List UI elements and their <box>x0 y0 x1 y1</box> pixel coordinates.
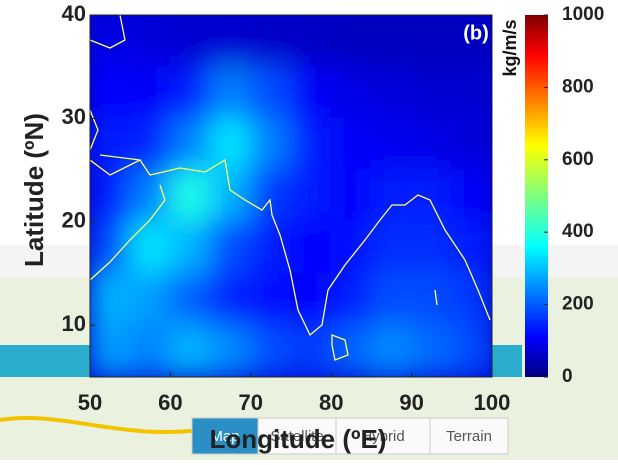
cell <box>411 117 453 171</box>
cell <box>129 117 171 171</box>
cell <box>129 273 171 327</box>
cell <box>129 66 171 120</box>
colorbar-tick-label: 400 <box>562 221 594 242</box>
cell <box>250 117 292 171</box>
cell <box>451 117 493 171</box>
cell <box>169 324 211 378</box>
panel-label: (b) <box>463 22 489 44</box>
cell <box>250 221 292 275</box>
cell <box>169 117 211 171</box>
cell <box>411 324 453 378</box>
y-tick-label: 30 <box>62 104 86 129</box>
cell <box>250 14 292 68</box>
colorbar-tick-label: 200 <box>562 294 594 315</box>
map-type-label: Terrain <box>446 428 492 445</box>
x-tick-label: 50 <box>78 390 102 415</box>
cell <box>330 221 372 275</box>
cell <box>411 273 453 327</box>
cell <box>129 169 171 223</box>
cell <box>370 66 412 120</box>
cell <box>290 66 332 120</box>
cell <box>169 273 211 327</box>
colorbar <box>525 15 548 377</box>
x-tick-label: 90 <box>399 390 423 415</box>
y-tick-label: 10 <box>62 311 86 336</box>
figure: MapSatelliteHybridTerrain (b) Latitude (… <box>0 0 618 460</box>
cell <box>290 117 332 171</box>
cell <box>330 324 372 378</box>
cell <box>129 324 171 378</box>
field <box>89 14 493 378</box>
cell <box>89 169 131 223</box>
cell <box>210 14 252 68</box>
colorbar-tick-label: 800 <box>562 76 594 97</box>
cell <box>411 14 453 68</box>
plot-area <box>89 14 493 378</box>
x-tick-label: 80 <box>319 390 343 415</box>
cell <box>129 221 171 275</box>
cell <box>169 14 211 68</box>
cell <box>330 117 372 171</box>
cell <box>370 273 412 327</box>
cell <box>89 66 131 120</box>
cell <box>451 324 493 378</box>
cell <box>330 14 372 68</box>
cell <box>89 221 131 275</box>
cell <box>210 66 252 120</box>
x-tick-label: 70 <box>239 390 263 415</box>
cell <box>89 324 131 378</box>
cell <box>451 273 493 327</box>
colorbar-label: kg/m/s <box>500 19 520 76</box>
cell <box>89 117 131 171</box>
x-axis-label: Longitude (ºE) <box>209 424 386 454</box>
cell <box>210 169 252 223</box>
cell <box>250 273 292 327</box>
cell <box>411 221 453 275</box>
cell <box>370 14 412 68</box>
cell <box>89 14 131 68</box>
x-tick-label: 60 <box>158 390 182 415</box>
cell <box>210 117 252 171</box>
cell <box>210 324 252 378</box>
y-tick-label: 40 <box>62 1 86 26</box>
cell <box>370 324 412 378</box>
cell <box>129 14 171 68</box>
cell <box>290 324 332 378</box>
cell <box>169 221 211 275</box>
cell <box>451 169 493 223</box>
cell <box>89 273 131 327</box>
cell <box>370 169 412 223</box>
cell <box>411 66 453 120</box>
colorbar-tick-label: 0 <box>562 366 573 387</box>
cell <box>250 324 292 378</box>
cell <box>330 273 372 327</box>
cell <box>210 221 252 275</box>
cell <box>250 66 292 120</box>
cell <box>370 221 412 275</box>
y-tick-label: 20 <box>62 208 86 233</box>
x-tick-label: 100 <box>474 390 511 415</box>
cell <box>210 273 252 327</box>
cell <box>330 169 372 223</box>
cell <box>290 14 332 68</box>
cell <box>451 66 493 120</box>
colorbar-tick-label: 1000 <box>562 4 604 25</box>
colorbar-tick-label: 600 <box>562 149 594 170</box>
y-axis-label: Latitude (ºN) <box>19 113 49 267</box>
cell <box>169 169 211 223</box>
cell <box>370 117 412 171</box>
cell <box>330 66 372 120</box>
cell <box>169 66 211 120</box>
cell <box>250 169 292 223</box>
cell <box>290 169 332 223</box>
cell <box>290 221 332 275</box>
